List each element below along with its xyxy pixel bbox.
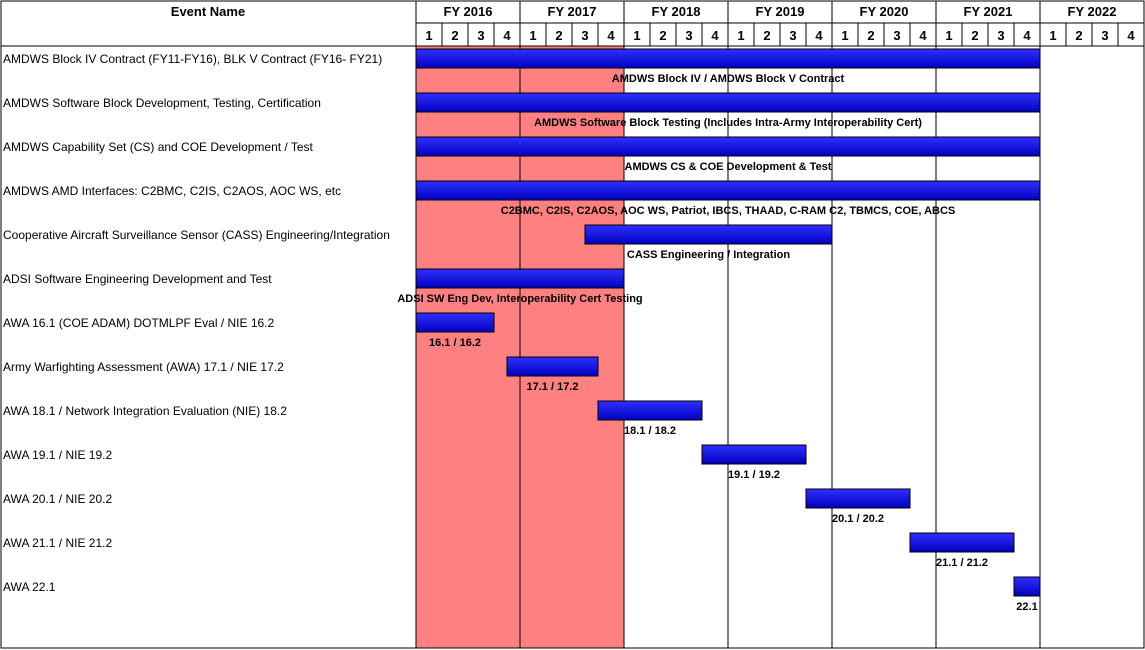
- quarter-label: 2: [555, 28, 562, 43]
- task-bar-label: 17.1 / 17.2: [527, 381, 579, 393]
- task-bar-label: 22.1: [1016, 601, 1037, 613]
- quarter-label: 1: [945, 28, 952, 43]
- fiscal-year-label: FY 2017: [548, 4, 597, 19]
- rows-layer: AMDWS Block IV Contract (FY11-FY16), BLK…: [3, 52, 390, 594]
- task-bar: [415, 180, 1041, 201]
- header-layer: Event Name FY 2016 1 2 3 4 FY 2017 1 2 3 4 FY 2018…: [171, 4, 1136, 43]
- fiscal-year-label: FY 2022: [1068, 4, 1117, 19]
- quarter-label: 2: [659, 28, 666, 43]
- quarter-label: 3: [1101, 28, 1108, 43]
- quarter-label: 4: [711, 28, 719, 43]
- quarter-label: 3: [685, 28, 692, 43]
- task-name: AWA 21.1 / NIE 21.2: [3, 536, 112, 550]
- fiscal-year-label: FY 2018: [652, 4, 701, 19]
- task-bar-label: C2BMC, C2IS, C2AOS, AOC WS, Patriot, IBC…: [501, 205, 956, 217]
- bars-layer: AMDWS Block IV / AMDWS Block V Contract A…: [397, 48, 1041, 613]
- task-bar-label: 19.1 / 19.2: [728, 469, 780, 481]
- task-name: AMDWS Capability Set (CS) and COE Develo…: [3, 140, 314, 154]
- fiscal-year-label: FY 2016: [444, 4, 493, 19]
- quarter-label: 2: [867, 28, 874, 43]
- quarter-label: 1: [529, 28, 536, 43]
- task-bar: [805, 488, 911, 509]
- fiscal-year-label: FY 2021: [964, 4, 1013, 19]
- fiscal-year-label: FY 2020: [860, 4, 909, 19]
- task-bar-label: AMDWS Block IV / AMDWS Block V Contract: [612, 73, 845, 85]
- task-bar-label: 21.1 / 21.2: [936, 557, 988, 569]
- task-name: AMDWS Block IV Contract (FY11-FY16), BLK…: [3, 52, 382, 66]
- quarter-label: 1: [841, 28, 848, 43]
- task-bar-label: 20.1 / 20.2: [832, 513, 884, 525]
- task-name: AMDWS AMD Interfaces: C2BMC, C2IS, C2AOS…: [3, 184, 341, 198]
- quarter-label: 2: [451, 28, 458, 43]
- task-bar: [415, 268, 625, 289]
- task-bar-label: ADSI SW Eng Dev, Interoperability Cert T…: [397, 293, 642, 305]
- quarter-label: 4: [503, 28, 511, 43]
- quarter-label: 4: [919, 28, 927, 43]
- task-bar: [415, 92, 1041, 113]
- task-name: AWA 18.1 / Network Integration Evaluatio…: [3, 404, 287, 418]
- task-bar: [415, 312, 495, 333]
- quarter-label: 3: [893, 28, 900, 43]
- task-bar: [701, 444, 807, 465]
- quarter-label: 1: [425, 28, 432, 43]
- quarter-label: 1: [1049, 28, 1056, 43]
- quarter-label: 3: [477, 28, 484, 43]
- task-name: ADSI Software Engineering Development an…: [3, 272, 272, 286]
- task-bar: [1013, 576, 1041, 597]
- task-bar: [506, 356, 599, 377]
- quarter-label: 4: [815, 28, 823, 43]
- task-name: AWA 19.1 / NIE 19.2: [3, 448, 112, 462]
- task-bar: [584, 224, 833, 245]
- quarter-label: 3: [997, 28, 1004, 43]
- event-name-header: Event Name: [171, 4, 245, 19]
- quarter-label: 4: [1023, 28, 1031, 43]
- quarter-label: 3: [789, 28, 796, 43]
- task-bar: [597, 400, 703, 421]
- quarter-label: 1: [737, 28, 744, 43]
- quarter-label: 2: [1075, 28, 1082, 43]
- task-bar-label: AMDWS CS & COE Development & Test: [625, 161, 832, 173]
- task-name: AWA 16.1 (COE ADAM) DOTMLPF Eval / NIE 1…: [3, 316, 275, 330]
- task-name: Army Warfighting Assessment (AWA) 17.1 /…: [3, 360, 284, 374]
- task-bar: [909, 532, 1015, 553]
- task-bar-label: 18.1 / 18.2: [624, 425, 676, 437]
- fiscal-year-label: FY 2019: [756, 4, 805, 19]
- quarter-label: 4: [1127, 28, 1135, 43]
- task-bar: [415, 48, 1041, 69]
- task-name: AMDWS Software Block Development, Testin…: [3, 96, 321, 110]
- task-bar-label: CASS Engineering / Integration: [627, 249, 790, 261]
- quarter-label: 3: [581, 28, 588, 43]
- quarter-label: 4: [607, 28, 615, 43]
- task-name: AWA 22.1: [3, 580, 56, 594]
- quarter-label: 2: [971, 28, 978, 43]
- task-bar-label: 16.1 / 16.2: [429, 337, 481, 349]
- task-name: AWA 20.1 / NIE 20.2: [3, 492, 112, 506]
- task-bar: [415, 136, 1041, 157]
- task-name: Cooperative Aircraft Surveillance Sensor…: [3, 228, 390, 242]
- quarter-label: 1: [633, 28, 640, 43]
- task-bar-label: AMDWS Software Block Testing (Includes I…: [534, 117, 922, 129]
- quarter-label: 2: [763, 28, 770, 43]
